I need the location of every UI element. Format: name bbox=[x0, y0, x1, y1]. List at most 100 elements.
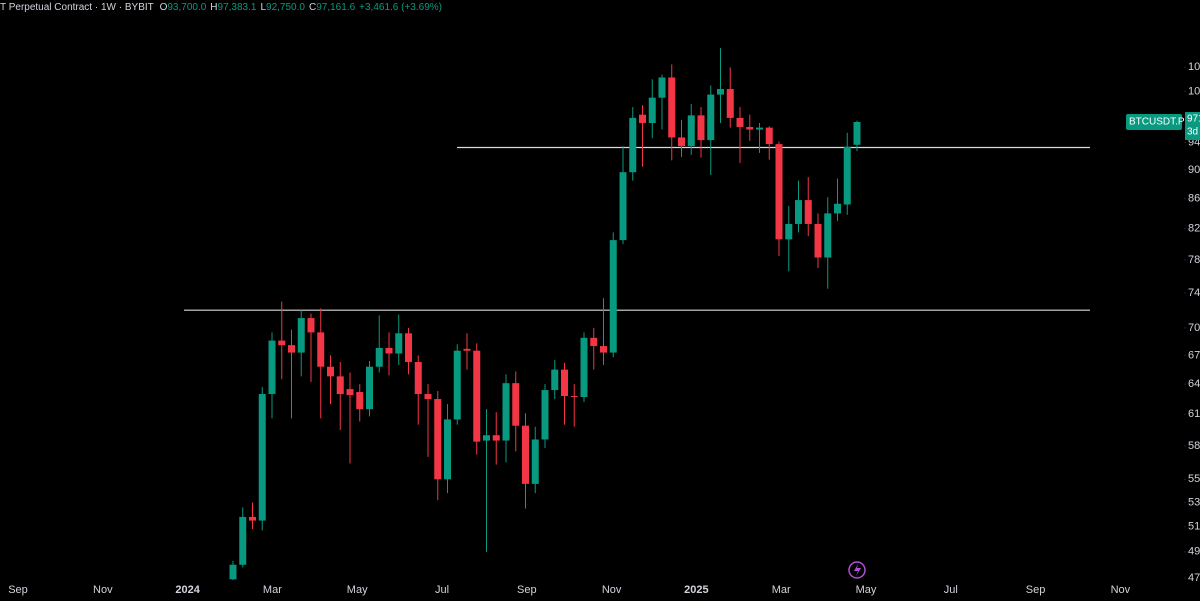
candle-body bbox=[561, 369, 568, 397]
candle-body bbox=[356, 392, 364, 410]
x-tick-label: Sep bbox=[517, 584, 537, 596]
y-tick-label: 55000 bbox=[1188, 473, 1200, 485]
candle-body bbox=[609, 240, 617, 353]
candle-body bbox=[405, 333, 412, 362]
candle-body bbox=[570, 396, 578, 398]
candle-body bbox=[502, 383, 510, 441]
ohlc-key: L bbox=[260, 2, 266, 13]
candle-body bbox=[668, 77, 676, 138]
x-tick-label: Mar bbox=[263, 584, 282, 596]
plot-area bbox=[184, 48, 1090, 580]
candle-body bbox=[853, 122, 861, 145]
candle-body bbox=[375, 347, 383, 367]
x-tick-label: Nov bbox=[1111, 584, 1131, 596]
symbol-tag: BTCUSDT.P bbox=[1129, 117, 1185, 128]
y-tick-label: 86000 bbox=[1188, 193, 1200, 205]
y-tick-label: 74000 bbox=[1188, 287, 1200, 299]
ohlc-key: C bbox=[309, 2, 316, 13]
candle-body bbox=[746, 126, 754, 130]
countdown: 3d bbox=[1187, 127, 1198, 138]
candle-body bbox=[483, 435, 490, 441]
candle-body bbox=[551, 369, 559, 391]
ohlc-value: 97,161.6 bbox=[316, 2, 355, 13]
y-tick-label: 49000 bbox=[1188, 546, 1200, 558]
candle-body bbox=[307, 318, 315, 333]
alert-icon[interactable] bbox=[848, 561, 866, 579]
candle-body bbox=[600, 346, 607, 353]
candle-body bbox=[765, 127, 773, 145]
candle-body bbox=[434, 399, 442, 480]
candle-body bbox=[736, 117, 744, 127]
ohlc-key: H bbox=[210, 2, 217, 13]
y-tick-label: 47000 bbox=[1188, 572, 1200, 584]
y-tick-label: 78000 bbox=[1188, 254, 1200, 266]
x-tick-label: Sep bbox=[1026, 584, 1046, 596]
y-tick-label: 90000 bbox=[1188, 164, 1200, 176]
x-tick-label: May bbox=[856, 584, 877, 596]
x-tick-label: May bbox=[347, 584, 368, 596]
candle-body bbox=[697, 115, 705, 141]
header: T Perpetual Contract · 1W · BYBIT O93,700… bbox=[0, 2, 442, 13]
candle-body bbox=[834, 203, 841, 214]
header-line: T Perpetual Contract · 1W · BYBIT O93,700… bbox=[0, 2, 442, 13]
x-tick-label: Sep bbox=[8, 584, 28, 596]
y-tick-label: 82000 bbox=[1188, 222, 1200, 234]
candle-body bbox=[678, 137, 685, 147]
candle-body bbox=[522, 425, 529, 484]
x-tick-label: Jul bbox=[435, 584, 449, 596]
candle-body bbox=[492, 435, 500, 441]
x-tick-label: 2024 bbox=[175, 584, 200, 596]
candle-body bbox=[336, 376, 344, 395]
candle-body bbox=[648, 97, 656, 124]
candle-body bbox=[239, 516, 247, 565]
candle-body bbox=[366, 366, 373, 410]
y-tick-label: 53000 bbox=[1188, 496, 1200, 508]
candle-body bbox=[395, 333, 403, 354]
candle-body bbox=[629, 117, 637, 173]
price-tag-bg bbox=[1185, 112, 1200, 141]
y-tick-label: 67000 bbox=[1188, 349, 1200, 361]
ohlc-value: 97,383.1 bbox=[218, 2, 257, 13]
y-tick-label: 70000 bbox=[1188, 322, 1200, 334]
x-tick-label: 2025 bbox=[684, 584, 708, 596]
candle-body bbox=[278, 340, 286, 346]
candle-body bbox=[824, 213, 832, 258]
candle-body bbox=[258, 394, 266, 521]
candle-body bbox=[268, 340, 276, 395]
candle-body bbox=[317, 332, 325, 367]
y-tick-label: 102000 bbox=[1188, 85, 1200, 97]
candle-body bbox=[795, 200, 802, 224]
candle-body bbox=[804, 200, 812, 224]
candle-body bbox=[444, 419, 451, 480]
y-tick-label: 106000 bbox=[1188, 61, 1200, 73]
candle-body bbox=[297, 318, 305, 353]
x-tick-label: Nov bbox=[602, 584, 622, 596]
ohlc-value: 92,750.0 bbox=[266, 2, 305, 13]
candle-body bbox=[453, 350, 461, 420]
candle-body bbox=[658, 77, 666, 98]
change: +3,461.6 (+3.69%) bbox=[359, 2, 442, 13]
candle-body bbox=[707, 94, 715, 141]
x-tick-label: Mar bbox=[772, 584, 791, 596]
candle-body bbox=[717, 89, 724, 95]
symbol-title: T Perpetual Contract · 1W · BYBIT bbox=[0, 2, 154, 13]
candle-body bbox=[473, 350, 481, 442]
candle-body bbox=[580, 337, 588, 398]
candle-body bbox=[814, 223, 822, 258]
y-tick-label: 58000 bbox=[1188, 440, 1200, 452]
price-tag: 97161.6 bbox=[1187, 114, 1200, 125]
ohlc-key: O bbox=[160, 2, 168, 13]
candle-body bbox=[249, 516, 256, 521]
candle-body bbox=[639, 114, 646, 124]
candle-body bbox=[229, 564, 237, 580]
candle-body bbox=[785, 223, 793, 240]
candle-body bbox=[288, 345, 295, 353]
y-tick-label: 64000 bbox=[1188, 378, 1200, 390]
candle-body bbox=[424, 394, 432, 400]
symbol-tag-bg bbox=[1126, 114, 1182, 131]
ohlc-value: 93,700.0 bbox=[167, 2, 206, 13]
x-tick-label: Nov bbox=[93, 584, 113, 596]
